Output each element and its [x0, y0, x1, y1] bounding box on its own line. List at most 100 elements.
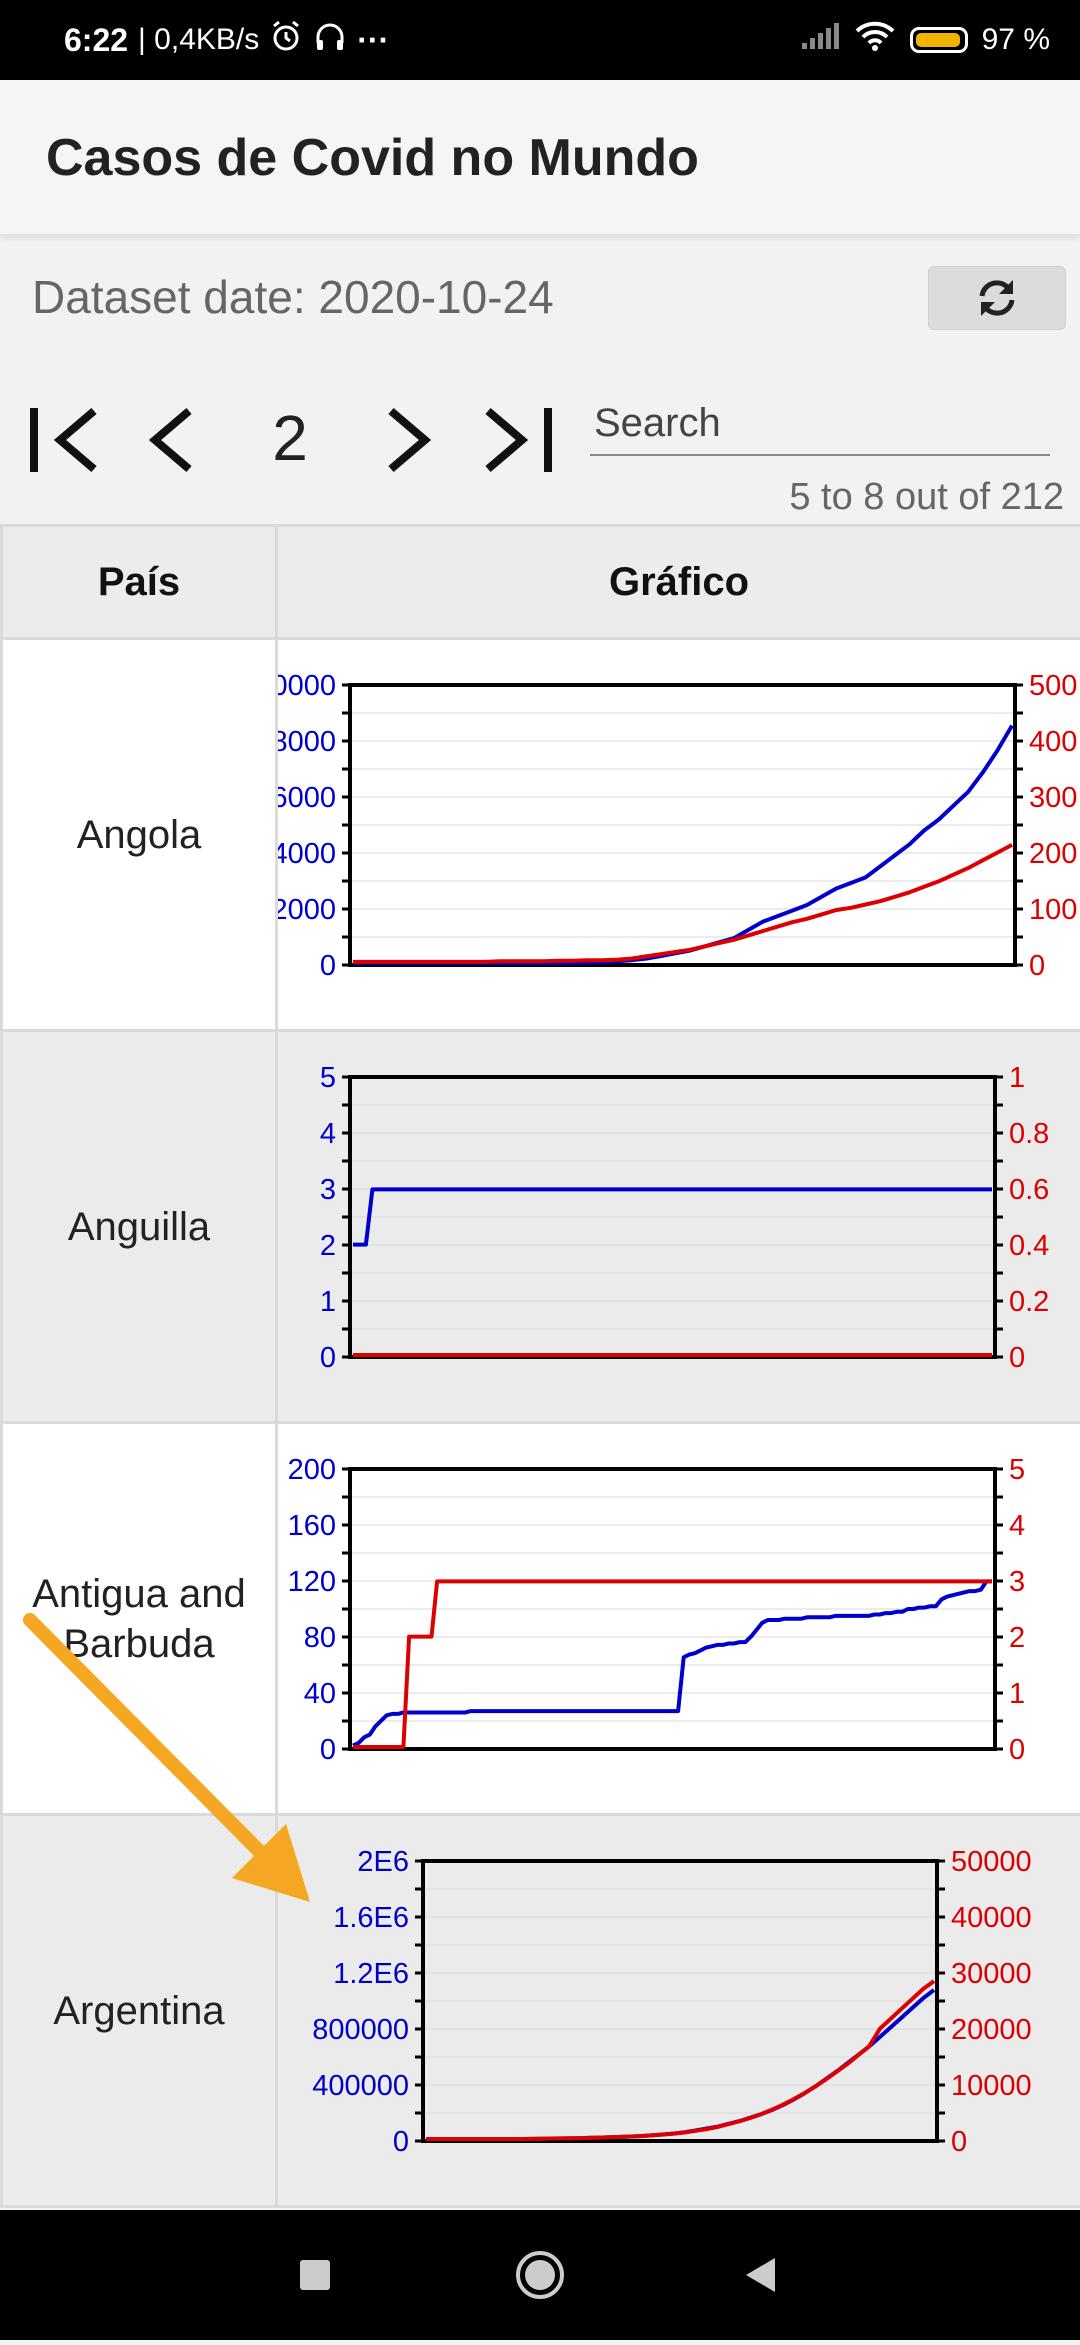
left-axis-tick-label: 2	[320, 1230, 336, 1262]
next-page-button[interactable]	[380, 400, 440, 480]
alarm-icon	[269, 19, 303, 61]
more-notifications-icon: ···	[357, 22, 389, 59]
first-page-icon	[26, 405, 102, 475]
right-axis-tick-label: 2	[1009, 1622, 1025, 1654]
right-axis-tick-label: 1	[1009, 1062, 1025, 1094]
right-axis-tick-label: 0	[951, 2126, 967, 2158]
home-button[interactable]	[518, 2253, 562, 2297]
chart-angola: 10000 8000 6000 4000 2000 0 500 400 300 200 100 0	[278, 640, 1077, 1029]
left-axis-tick-label: 10000	[278, 670, 336, 702]
refresh-button[interactable]	[928, 266, 1066, 330]
country-name: Antigua and Barbuda	[2, 1423, 277, 1815]
left-axis-tick-label: 2E6	[357, 1846, 409, 1878]
chart-argentina: 2E6 1.6E6 1.2E6 800000 400000 0 50000 40000 3000…	[278, 1816, 1077, 2205]
right-axis-tick-label: 20000	[951, 2014, 1032, 2046]
left-axis-tick-label: 1.2E6	[333, 1958, 409, 1990]
country-name: Anguilla	[2, 1031, 277, 1423]
deaths-series-line	[353, 1581, 992, 1747]
previous-page-button[interactable]	[140, 400, 200, 480]
right-axis-tick-label: 0.4	[1009, 1230, 1049, 1262]
country-name: Angola	[2, 639, 277, 1031]
right-axis-tick-label: 0	[1029, 950, 1045, 982]
results-count: 5 to 8 out of 212	[789, 476, 1064, 519]
left-axis-tick-label: 2000	[278, 894, 336, 926]
current-page-number: 2	[255, 398, 325, 478]
chevron-left-icon	[145, 405, 195, 475]
right-axis-tick-label: 0.2	[1009, 1286, 1049, 1318]
right-axis-tick-label: 0	[1009, 1342, 1025, 1374]
app-title: Casos de Covid no Mundo	[46, 128, 699, 188]
left-axis-tick-label: 400000	[312, 2070, 409, 2102]
left-axis-tick-label: 4000	[278, 838, 336, 870]
left-axis-tick-label: 0	[320, 1342, 336, 1374]
search-input[interactable]	[590, 392, 1050, 456]
country-name: Argentina	[2, 1815, 277, 2207]
table-row: Antigua and Barbuda 200 160 120 80 40 0 5 4 3 2 1 0	[2, 1423, 1080, 1815]
chart-cell: 200 160 120 80 40 0 5 4 3 2 1 0	[277, 1423, 1080, 1815]
app-bar: Casos de Covid no Mundo	[0, 80, 1080, 236]
left-axis-tick-label: 80	[304, 1622, 336, 1654]
chart-cell: 2E6 1.6E6 1.2E6 800000 400000 0 50000 40000 3000…	[277, 1815, 1080, 2207]
last-page-button[interactable]	[478, 400, 558, 480]
left-axis-tick-label: 0	[320, 950, 336, 982]
chart-cell: 10000 8000 6000 4000 2000 0 500 400 300 200 100 0	[277, 639, 1080, 1031]
headphones-icon	[313, 19, 347, 61]
deaths-series-line	[426, 1981, 934, 2139]
right-axis-tick-label: 3	[1009, 1566, 1025, 1598]
first-page-button[interactable]	[24, 400, 104, 480]
refresh-icon	[975, 278, 1019, 318]
left-axis-tick-label: 8000	[278, 726, 336, 758]
right-axis-tick-label: 100	[1029, 894, 1077, 926]
right-axis-tick-label: 40000	[951, 1902, 1032, 1934]
wifi-icon	[854, 20, 896, 60]
left-axis-tick-label: 0	[393, 2126, 409, 2158]
status-left: 6:22 | 0,4KB/s ···	[64, 0, 389, 80]
left-axis-tick-label: 200	[288, 1454, 336, 1486]
left-axis-tick-label: 1.6E6	[333, 1902, 409, 1934]
deaths-series-line	[353, 845, 1012, 962]
right-axis-tick-label: 0.6	[1009, 1174, 1049, 1206]
left-axis-tick-label: 120	[288, 1566, 336, 1598]
status-time: 6:22	[64, 22, 128, 59]
cell-signal-icon	[800, 21, 840, 59]
right-axis-tick-label: 4	[1009, 1510, 1025, 1542]
right-axis-tick-label: 300	[1029, 782, 1077, 814]
status-bar: 6:22 | 0,4KB/s ··· 97 %	[0, 0, 1080, 80]
chevron-right-icon	[385, 405, 435, 475]
left-axis-tick-label: 1	[320, 1286, 336, 1318]
recents-button[interactable]	[300, 2260, 330, 2290]
left-axis-tick-label: 160	[288, 1510, 336, 1542]
left-axis-tick-label: 4	[320, 1118, 336, 1150]
cases-series-line	[426, 1990, 934, 2139]
right-axis-tick-label: 400	[1029, 726, 1077, 758]
right-axis-tick-label: 10000	[951, 2070, 1032, 2102]
right-axis-tick-label: 5	[1009, 1454, 1025, 1486]
chart-antigua-and-barbuda: 200 160 120 80 40 0 5 4 3 2 1 0	[278, 1424, 1077, 1813]
cases-series-line	[353, 726, 1012, 963]
left-axis-tick-label: 5	[320, 1062, 336, 1094]
battery-percent: 97 %	[982, 23, 1050, 57]
header-country[interactable]: País	[2, 526, 277, 639]
right-axis-tick-label: 50000	[951, 1846, 1032, 1878]
left-axis-tick-label: 6000	[278, 782, 336, 814]
left-axis-tick-label: 0	[320, 1734, 336, 1766]
right-axis-tick-label: 0	[1009, 1734, 1025, 1766]
left-axis-tick-label: 40	[304, 1678, 336, 1710]
right-axis-tick-label: 200	[1029, 838, 1077, 870]
header-chart[interactable]: Gráfico	[277, 526, 1080, 639]
status-right: 97 %	[800, 0, 1050, 80]
table-row: Angola 100008000600040002000050040030020…	[2, 639, 1080, 1031]
right-axis-tick-label: 30000	[951, 1958, 1032, 1990]
last-page-icon	[480, 405, 556, 475]
network-speed: | 0,4KB/s	[138, 23, 259, 57]
right-axis-tick-label: 500	[1029, 670, 1077, 702]
back-button[interactable]	[746, 2258, 775, 2292]
left-axis-tick-label: 800000	[312, 2014, 409, 2046]
right-axis-tick-label: 1	[1009, 1678, 1025, 1710]
dataset-date: Dataset date: 2020-10-24	[32, 270, 554, 324]
system-nav-bar	[0, 2210, 1080, 2340]
